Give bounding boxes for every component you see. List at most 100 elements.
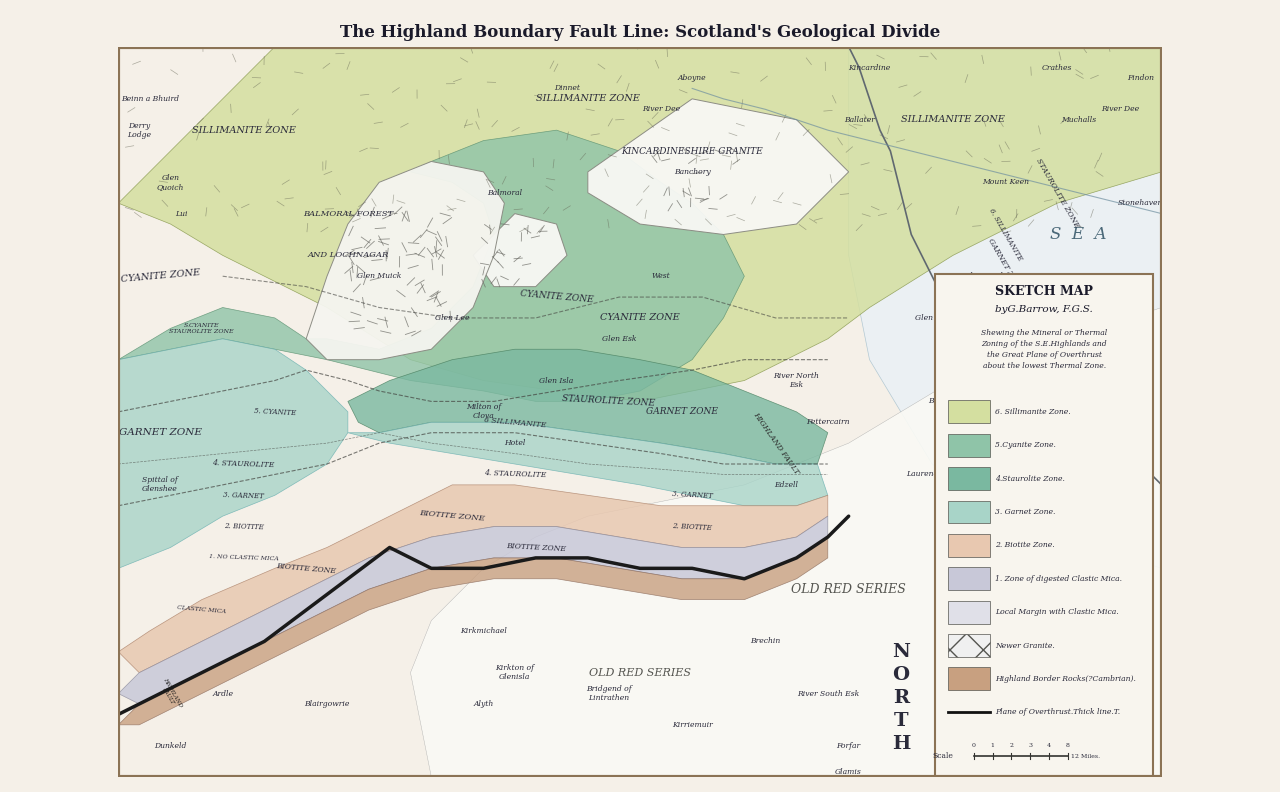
Text: R: R <box>892 689 909 706</box>
Text: River North
Esk: River North Esk <box>773 372 819 389</box>
Text: Inverbervie: Inverbervie <box>1046 356 1091 364</box>
Text: 1: 1 <box>991 743 995 748</box>
FancyBboxPatch shape <box>936 274 1153 779</box>
Text: River Dee: River Dee <box>1101 105 1139 113</box>
Text: BIOTITE ZONE: BIOTITE ZONE <box>419 509 485 523</box>
Text: 4.Staurolite Zone.: 4.Staurolite Zone. <box>995 474 1065 482</box>
Text: Muchalls: Muchalls <box>1061 116 1096 124</box>
Text: HIGHLAND
FAULT: HIGHLAND FAULT <box>157 676 183 710</box>
Text: CLASTIC MICA: CLASTIC MICA <box>177 605 227 615</box>
Text: Local Margin with Clastic Mica.: Local Margin with Clastic Mica. <box>995 608 1119 616</box>
Text: AND LOCHNAGAR: AND LOCHNAGAR <box>307 251 389 259</box>
Polygon shape <box>474 214 567 287</box>
Text: 4. STAUROLITE: 4. STAUROLITE <box>212 459 275 469</box>
Text: 3. Garnet Zone.: 3. Garnet Zone. <box>995 508 1055 516</box>
Polygon shape <box>348 349 828 464</box>
Text: N: N <box>892 643 910 661</box>
Text: S.CYANITE
STAUROLITE ZONE: S.CYANITE STAUROLITE ZONE <box>169 323 234 333</box>
Text: 6 SILLIMANITE: 6 SILLIMANITE <box>484 416 547 429</box>
Bar <box>947 600 989 623</box>
Polygon shape <box>306 162 504 360</box>
Polygon shape <box>118 339 348 569</box>
Text: CYANITE ZONE: CYANITE ZONE <box>520 289 594 305</box>
Text: Glen
Quoich: Glen Quoich <box>157 173 184 191</box>
Bar <box>947 501 989 524</box>
Text: Findon: Findon <box>1128 74 1155 82</box>
Polygon shape <box>118 516 828 704</box>
Text: Scale: Scale <box>932 752 954 760</box>
Text: 2. BIOTITE: 2. BIOTITE <box>672 522 712 531</box>
Text: Kincardine: Kincardine <box>849 63 891 71</box>
Text: Lui: Lui <box>174 210 187 218</box>
Text: SKETCH MAP: SKETCH MAP <box>996 285 1093 299</box>
Text: Montrose: Montrose <box>1101 565 1138 573</box>
Text: BIOTITE ZONE: BIOTITE ZONE <box>506 542 566 553</box>
Text: West: West <box>652 272 671 280</box>
Bar <box>947 567 989 590</box>
Text: Stonehaven: Stonehaven <box>1119 199 1164 208</box>
Text: Glen Mark: Glen Mark <box>964 272 1005 280</box>
Text: H: H <box>892 735 910 752</box>
Text: 2. BIOTITE: 2. BIOTITE <box>224 522 264 531</box>
Text: Dinnet: Dinnet <box>554 85 580 93</box>
Text: 2: 2 <box>1010 743 1014 748</box>
Text: 4. STAUROLITE: 4. STAUROLITE <box>484 470 547 479</box>
Text: 12 Miles.: 12 Miles. <box>1071 754 1100 759</box>
Text: O: O <box>892 666 909 683</box>
Text: SILLIMANITE ZONE: SILLIMANITE ZONE <box>901 115 1005 124</box>
Bar <box>947 467 989 490</box>
Text: Glen Esk: Glen Esk <box>602 335 636 343</box>
Text: Plane of Overthrust.Thick line.T.: Plane of Overthrust.Thick line.T. <box>995 708 1120 716</box>
Text: Brechin: Brechin <box>750 638 781 645</box>
Text: 2. Biotite Zone.: 2. Biotite Zone. <box>995 542 1055 550</box>
Text: Bridgend of
Lintrathen: Bridgend of Lintrathen <box>586 685 631 703</box>
Text: 4: 4 <box>1047 743 1051 748</box>
Text: The Highland Boundary Fault Line: Scotland's Geological Divide: The Highland Boundary Fault Line: Scotla… <box>340 24 940 40</box>
Text: Alyth: Alyth <box>474 700 494 708</box>
Text: byG.Barrow, F.G.S.: byG.Barrow, F.G.S. <box>996 305 1093 314</box>
Text: HIGHLAND FAULT: HIGHLAND FAULT <box>751 410 800 476</box>
Bar <box>947 434 989 457</box>
Text: Laurencekirk: Laurencekirk <box>906 470 957 478</box>
Text: 1. NO CLASTIC MICA: 1. NO CLASTIC MICA <box>209 554 279 562</box>
Text: 8: 8 <box>1066 743 1070 748</box>
Polygon shape <box>118 130 745 402</box>
Text: Milton of
Clova: Milton of Clova <box>466 403 502 421</box>
Text: Fettercairn: Fettercairn <box>806 418 850 426</box>
Text: SILLIMANITE ZONE: SILLIMANITE ZONE <box>192 126 296 135</box>
Text: KINCARDINESHIRE GRANITE: KINCARDINESHIRE GRANITE <box>621 147 763 155</box>
Text: Banchory: Banchory <box>673 168 710 176</box>
Text: 3: 3 <box>1028 743 1032 748</box>
Text: Ardle: Ardle <box>212 690 233 698</box>
Text: Beinn a Bhuird: Beinn a Bhuird <box>120 95 179 103</box>
Polygon shape <box>411 307 1162 777</box>
Polygon shape <box>118 47 1162 402</box>
Text: Arbroath: Arbroath <box>1092 741 1126 750</box>
Text: STAUROLITE ZONE: STAUROLITE ZONE <box>1034 157 1080 229</box>
Text: Glamis: Glamis <box>836 767 861 776</box>
Text: Forfar: Forfar <box>837 741 860 750</box>
Text: Aboyne: Aboyne <box>678 74 707 82</box>
Text: Hotel: Hotel <box>504 439 526 447</box>
Text: T: T <box>893 712 908 729</box>
Text: Derry
Lodge: Derry Lodge <box>127 121 151 139</box>
Text: 3. GARNET: 3. GARNET <box>223 490 264 500</box>
Text: 6. Sillimanite Zone.: 6. Sillimanite Zone. <box>995 408 1070 416</box>
Text: Highland Border Rocks(?Cambrian).: Highland Border Rocks(?Cambrian). <box>995 675 1135 683</box>
Bar <box>947 401 989 423</box>
Bar <box>947 668 989 691</box>
Text: Balmoral: Balmoral <box>486 188 522 196</box>
Text: 5. CYANITE: 5. CYANITE <box>253 407 296 417</box>
Text: Glen Lee: Glen Lee <box>435 314 470 322</box>
Text: Spittal of
Glenshee: Spittal of Glenshee <box>142 476 178 493</box>
Text: GARNET ZONE: GARNET ZONE <box>645 407 718 417</box>
Text: Mount Keen: Mount Keen <box>982 178 1029 186</box>
Text: Shewing the Mineral or Thermal
Zoning of the S.E.Highlands and
the Great Plane o: Shewing the Mineral or Thermal Zoning of… <box>982 329 1107 370</box>
Text: Dunkeld: Dunkeld <box>155 741 187 750</box>
Polygon shape <box>348 422 828 506</box>
Text: Bervie Water: Bervie Water <box>928 398 978 406</box>
Text: River South Esk: River South Esk <box>796 690 859 698</box>
Polygon shape <box>849 47 1162 569</box>
Text: 5.Cyanite Zone.: 5.Cyanite Zone. <box>995 441 1056 449</box>
Text: River Dee: River Dee <box>641 105 680 113</box>
